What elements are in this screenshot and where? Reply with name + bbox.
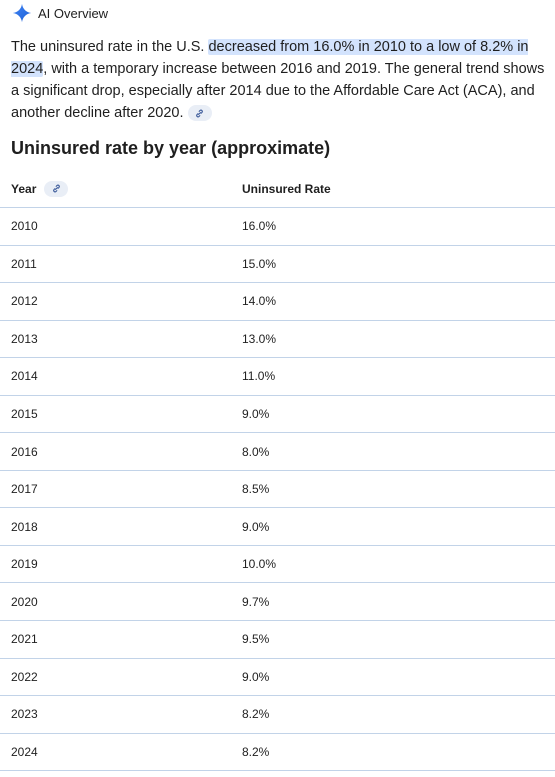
table-header-row: Year Uninsured Rate bbox=[0, 170, 555, 208]
table-row: 2024 8.2% bbox=[0, 733, 555, 772]
summary-suffix: , with a temporary increase between 2016… bbox=[11, 61, 545, 121]
year-cell: 2018 bbox=[0, 507, 242, 546]
column-header-year-label: Year bbox=[11, 181, 37, 196]
year-cell: 2024 bbox=[0, 733, 242, 772]
table-row: 2013 13.0% bbox=[0, 320, 555, 359]
ai-overview-header: AI Overview bbox=[12, 3, 108, 23]
rate-cell: 15.0% bbox=[242, 245, 555, 284]
table-row: 2016 8.0% bbox=[0, 432, 555, 471]
table-row: 2014 11.0% bbox=[0, 357, 555, 396]
year-cell: 2012 bbox=[0, 282, 242, 321]
year-cell: 2013 bbox=[0, 320, 242, 359]
rate-cell: 14.0% bbox=[242, 282, 555, 321]
summary-citation-button[interactable] bbox=[187, 105, 212, 122]
table-row: 2015 9.0% bbox=[0, 395, 555, 434]
rate-cell: 10.0% bbox=[242, 545, 555, 584]
year-cell: 2010 bbox=[0, 207, 242, 246]
year-cell: 2020 bbox=[0, 582, 242, 622]
table-row: 2019 10.0% bbox=[0, 545, 555, 584]
link-icon bbox=[53, 184, 60, 193]
year-cell: 2011 bbox=[0, 245, 242, 284]
table-row: 2022 9.0% bbox=[0, 658, 555, 697]
ai-overview-label: AI Overview bbox=[38, 5, 109, 21]
year-cell: 2023 bbox=[0, 695, 242, 734]
rate-cell: 8.5% bbox=[242, 470, 555, 509]
year-cell: 2019 bbox=[0, 545, 242, 584]
rate-cell: 8.2% bbox=[242, 695, 555, 734]
uninsured-rate-table: Year Uninsured Rate 2010 16.0% 2011 15.0% 20… bbox=[0, 170, 555, 772]
table-row: 2010 16.0% bbox=[0, 207, 555, 246]
table-row: 2011 15.0% bbox=[0, 245, 555, 284]
column-header-year: Year bbox=[0, 170, 242, 208]
table-citation-button[interactable] bbox=[44, 180, 69, 197]
rate-cell: 9.0% bbox=[242, 658, 555, 697]
sparkle-icon bbox=[12, 3, 32, 23]
rate-cell: 11.0% bbox=[242, 357, 555, 396]
summary-paragraph: The uninsured rate in the U.S. decreased… bbox=[11, 36, 549, 124]
table-row: 2020 9.7% bbox=[0, 582, 555, 622]
section-title: Uninsured rate by year (approximate) bbox=[11, 138, 331, 158]
rate-cell: 9.7% bbox=[242, 582, 555, 622]
year-cell: 2022 bbox=[0, 658, 242, 697]
rate-cell: 13.0% bbox=[242, 320, 555, 359]
table-row: 2023 8.2% bbox=[0, 695, 555, 734]
column-header-rate: Uninsured Rate bbox=[242, 170, 555, 208]
table-row: 2021 9.5% bbox=[0, 620, 555, 659]
rate-cell: 16.0% bbox=[242, 207, 555, 246]
rate-cell: 9.5% bbox=[242, 620, 555, 659]
year-cell: 2016 bbox=[0, 432, 242, 471]
table-row: 2012 14.0% bbox=[0, 282, 555, 321]
year-cell: 2017 bbox=[0, 470, 242, 509]
year-cell: 2021 bbox=[0, 620, 242, 659]
year-cell: 2014 bbox=[0, 357, 242, 396]
year-cell: 2015 bbox=[0, 395, 242, 434]
rate-cell: 9.0% bbox=[242, 507, 555, 546]
rate-cell: 9.0% bbox=[242, 395, 555, 434]
rate-cell: 8.0% bbox=[242, 432, 555, 471]
link-icon bbox=[196, 109, 203, 118]
rate-cell: 8.2% bbox=[242, 733, 555, 772]
table-row: 2017 8.5% bbox=[0, 470, 555, 509]
table-row: 2018 9.0% bbox=[0, 507, 555, 546]
summary-prefix: The uninsured rate in the U.S. bbox=[11, 39, 209, 55]
